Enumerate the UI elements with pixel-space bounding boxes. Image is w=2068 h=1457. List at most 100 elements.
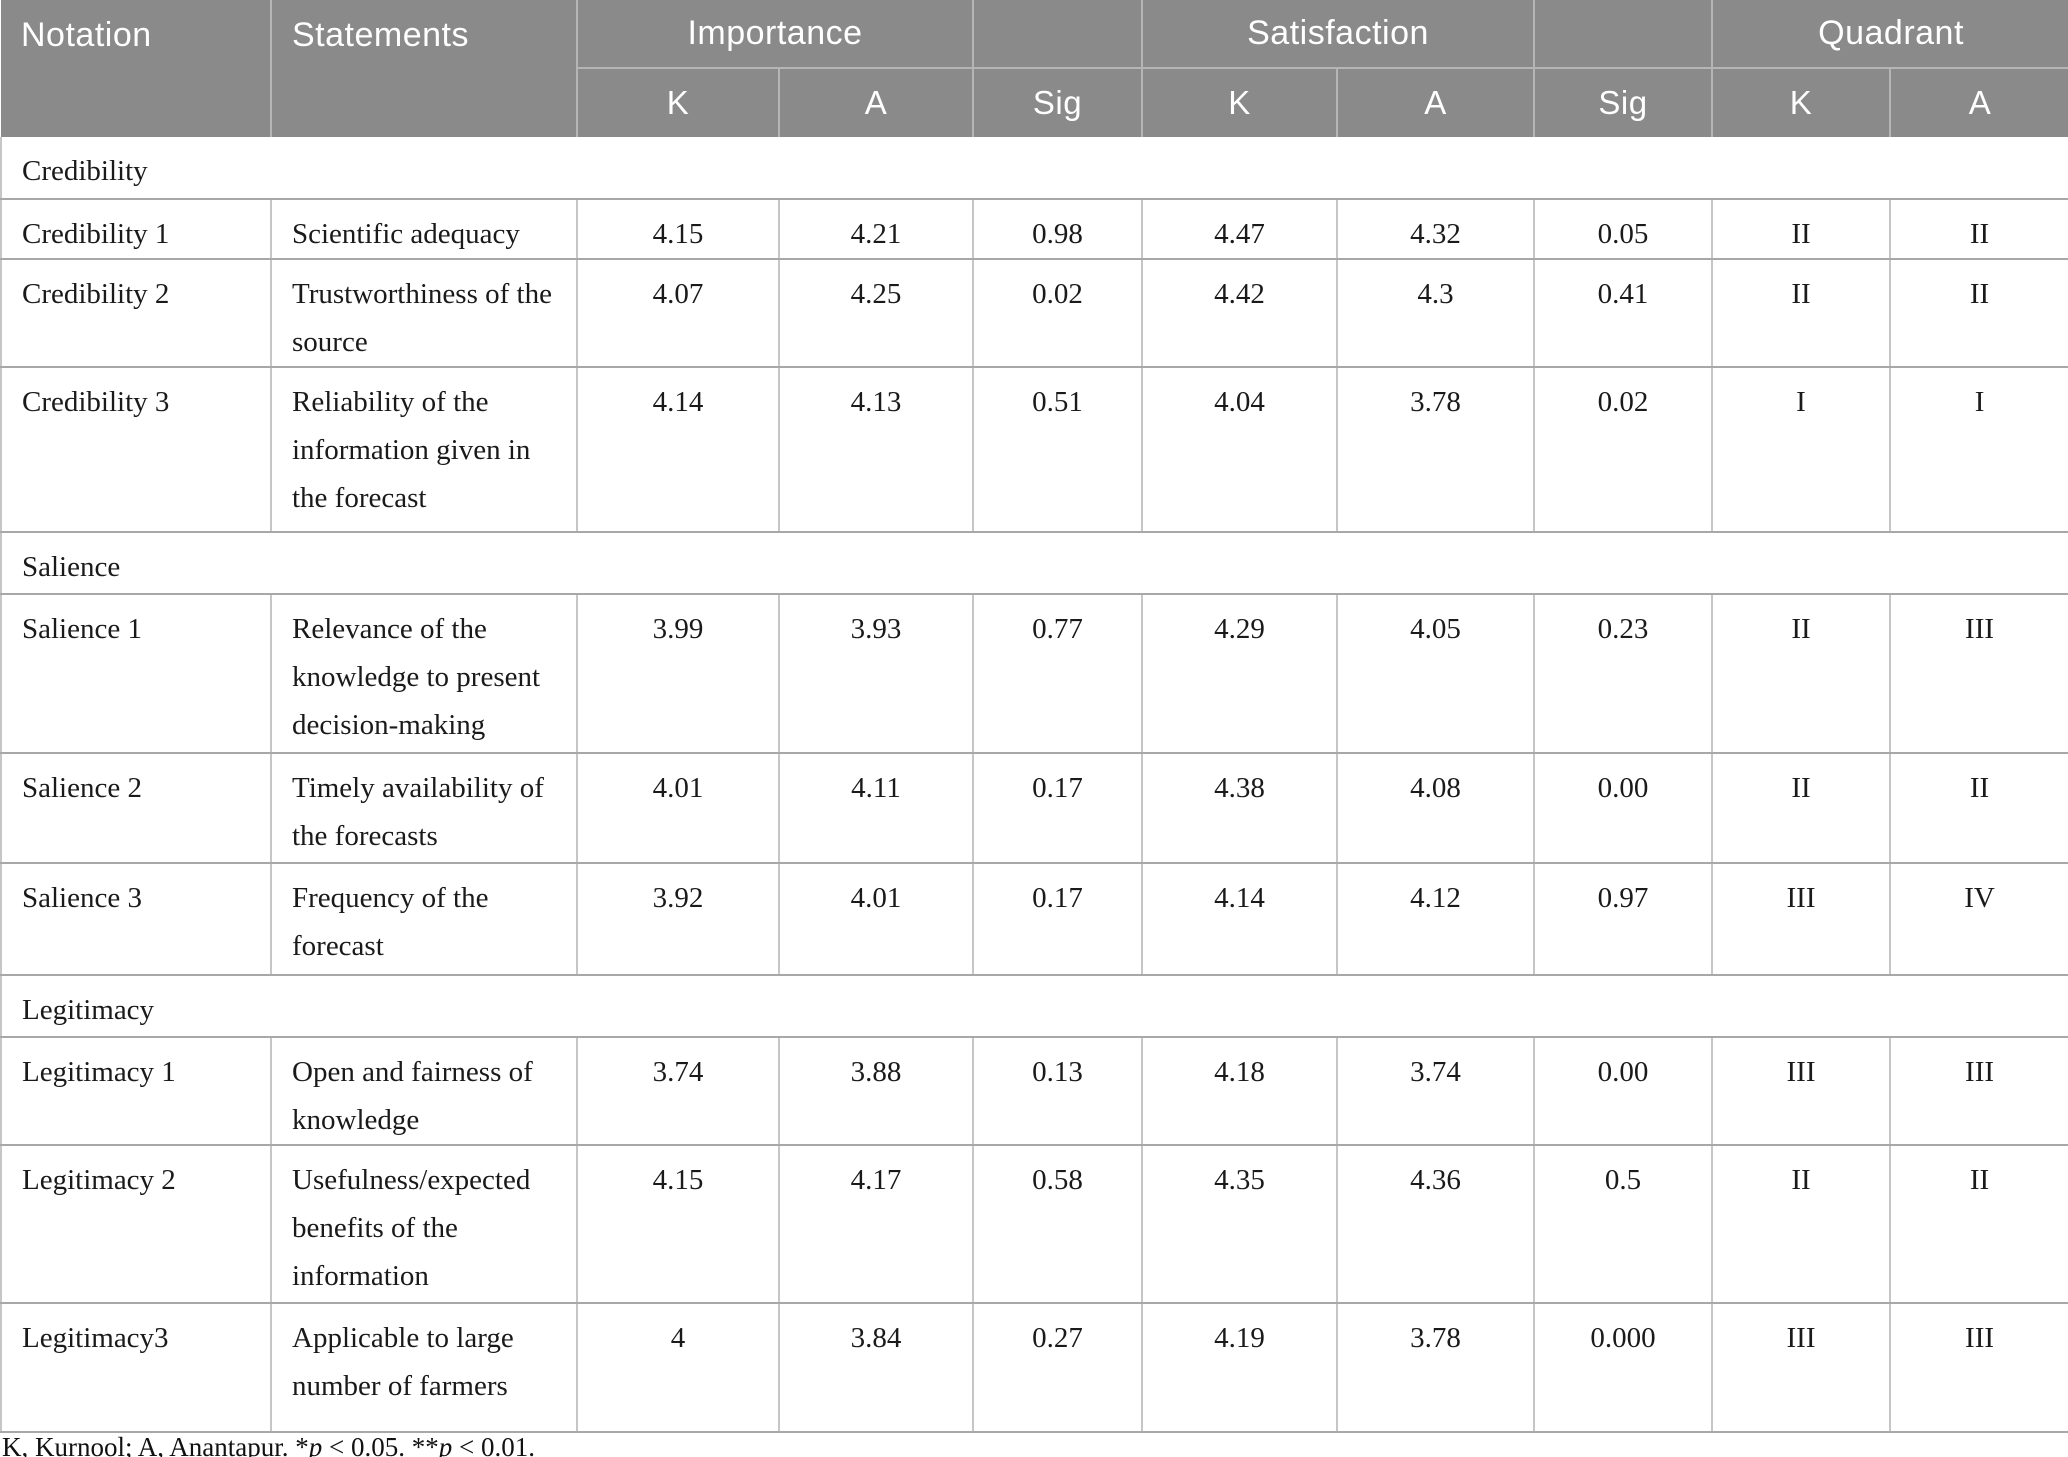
- col-header-statements: Statements: [270, 0, 578, 137]
- subcol-quadrant-a: A: [1889, 67, 2068, 137]
- table-row: Credibility 3 Reliability of the informat…: [0, 366, 2068, 533]
- footnote-text: < 0.01.: [452, 1432, 535, 1457]
- table-row: Legitimacy3 Applicable to large number of…: [0, 1302, 2068, 1433]
- cell-importance-sig: 0.77: [972, 593, 1143, 754]
- cell-satisfaction-a: 3.74: [1335, 1036, 1536, 1146]
- cell-importance-k: 3.74: [576, 1036, 780, 1146]
- col-header-quadrant: Quadrant: [1711, 0, 2068, 68]
- subcol-importance-a: A: [778, 67, 974, 137]
- cell-importance-sig: 0.27: [972, 1302, 1143, 1433]
- cell-importance-a: 3.84: [778, 1302, 974, 1433]
- cell-importance-k: 4: [576, 1302, 780, 1433]
- cell-satisfaction-a: 4.32: [1335, 198, 1536, 260]
- cell-satisfaction-k: 4.14: [1141, 862, 1338, 976]
- cell-notation: Legitimacy3: [0, 1302, 272, 1433]
- cell-quadrant-a: III: [1889, 1302, 2068, 1433]
- cell-satisfaction-sig: 0.5: [1533, 1144, 1714, 1304]
- cell-importance-a: 3.88: [778, 1036, 974, 1146]
- table-footnote: K, Kurnool; A, Anantapur. *p < 0.05. **p…: [0, 1433, 2068, 1457]
- table-row: Credibility 1 Scientific adequacy 4.15 4.21…: [0, 198, 2068, 260]
- cell-satisfaction-a: 3.78: [1335, 366, 1536, 533]
- header-row-groups: Notation Statements Importance Satisfact…: [1, 0, 2068, 137]
- cell-quadrant-k: II: [1711, 258, 1892, 368]
- cell-quadrant-k: II: [1711, 198, 1892, 260]
- cell-satisfaction-a: 4.08: [1335, 752, 1536, 864]
- cell-importance-sig: 0.02: [972, 258, 1143, 368]
- subcol-importance-k: K: [577, 67, 780, 137]
- category-label: Credibility: [0, 137, 2068, 200]
- cell-satisfaction-sig: 0.00: [1533, 752, 1714, 864]
- cell-notation: Salience 3: [0, 862, 272, 976]
- cell-satisfaction-sig: 0.02: [1533, 366, 1714, 533]
- cell-importance-k: 4.07: [576, 258, 780, 368]
- cell-importance-k: 4.14: [576, 366, 780, 533]
- cell-importance-a: 4.25: [778, 258, 974, 368]
- cell-notation: Legitimacy 1: [0, 1036, 272, 1146]
- cell-importance-sig: 0.17: [972, 862, 1143, 976]
- cell-importance-k: 4.15: [576, 198, 780, 260]
- category-row: Legitimacy: [0, 974, 2068, 1038]
- subcol-satisfaction-k: K: [1141, 67, 1338, 137]
- cell-satisfaction-sig: 0.23: [1533, 593, 1714, 754]
- category-label: Salience: [0, 531, 2068, 595]
- footnote-text: K, Kurnool; A, Anantapur. *: [2, 1432, 309, 1457]
- cell-satisfaction-k: 4.47: [1141, 198, 1338, 260]
- cell-notation: Salience 1: [0, 593, 272, 754]
- table-row: Salience 3 Frequency of the forecast 3.92 4…: [0, 862, 2068, 976]
- cell-satisfaction-k: 4.18: [1141, 1036, 1338, 1146]
- category-label: Legitimacy: [0, 974, 2068, 1038]
- cell-importance-sig: 0.13: [972, 1036, 1143, 1146]
- cell-importance-sig: 0.51: [972, 366, 1143, 533]
- footnote-text: < 0.05. **: [322, 1432, 439, 1457]
- subcol-quadrant-k: K: [1711, 67, 1892, 137]
- cell-notation: Credibility 1: [0, 198, 272, 260]
- cell-notation: Salience 2: [0, 752, 272, 864]
- table-row: Salience 1 Relevance of the knowledge to …: [0, 593, 2068, 754]
- table-header: Notation Statements Importance Satisfact…: [1, 0, 2068, 137]
- cell-satisfaction-sig: 0.00: [1533, 1036, 1714, 1146]
- cell-importance-k: 4.15: [576, 1144, 780, 1304]
- cell-importance-k: 3.92: [576, 862, 780, 976]
- cell-satisfaction-a: 4.12: [1335, 862, 1536, 976]
- cell-quadrant-a: III: [1889, 593, 2068, 754]
- col-header-notation: Notation: [1, 0, 272, 137]
- cell-quadrant-a: II: [1889, 258, 2068, 368]
- cell-importance-k: 3.99: [576, 593, 780, 754]
- cell-importance-k: 4.01: [576, 752, 780, 864]
- header-row-subcols: K A Sig K A Sig K A: [1, 67, 2068, 137]
- table-body: Credibility Credibility 1 Scientific adequ…: [0, 137, 2068, 1433]
- cell-satisfaction-sig: 0.05: [1533, 198, 1714, 260]
- cell-satisfaction-k: 4.19: [1141, 1302, 1338, 1433]
- cell-quadrant-k: III: [1711, 1036, 1892, 1146]
- subcol-importance-sig: Sig: [972, 67, 1143, 137]
- cell-importance-sig: 0.58: [972, 1144, 1143, 1304]
- cell-statement: Usefulness/expected benefits of the info…: [270, 1144, 578, 1304]
- category-row: Salience: [0, 531, 2068, 595]
- cell-statement: Frequency of the forecast: [270, 862, 578, 976]
- cell-notation: Credibility 2: [0, 258, 272, 368]
- table-row: Salience 2 Timely availability of the for…: [0, 752, 2068, 864]
- table-row: Legitimacy 1 Open and fairness of knowled…: [0, 1036, 2068, 1146]
- cell-importance-a: 4.21: [778, 198, 974, 260]
- cell-quadrant-k: II: [1711, 1144, 1892, 1304]
- cell-quadrant-k: III: [1711, 862, 1892, 976]
- cell-statement: Relevance of the knowledge to present de…: [270, 593, 578, 754]
- cell-importance-sig: 0.98: [972, 198, 1143, 260]
- cell-quadrant-a: I: [1889, 366, 2068, 533]
- cell-quadrant-a: II: [1889, 1144, 2068, 1304]
- cell-quadrant-k: II: [1711, 752, 1892, 864]
- cell-satisfaction-k: 4.29: [1141, 593, 1338, 754]
- cell-statement: Trustworthiness of the source: [270, 258, 578, 368]
- cell-satisfaction-k: 4.42: [1141, 258, 1338, 368]
- cell-satisfaction-k: 4.04: [1141, 366, 1338, 533]
- cell-statement: Applicable to large number of farmers: [270, 1302, 578, 1433]
- footnote-p-italic: p: [438, 1432, 453, 1457]
- cell-satisfaction-k: 4.38: [1141, 752, 1338, 864]
- cell-importance-a: 4.01: [778, 862, 974, 976]
- cell-statement: Reliability of the information given in …: [270, 366, 578, 533]
- cell-satisfaction-a: 4.36: [1335, 1144, 1536, 1304]
- cell-satisfaction-a: 4.05: [1335, 593, 1536, 754]
- cell-quadrant-a: II: [1889, 752, 2068, 864]
- cell-statement: Open and fairness of knowledge: [270, 1036, 578, 1146]
